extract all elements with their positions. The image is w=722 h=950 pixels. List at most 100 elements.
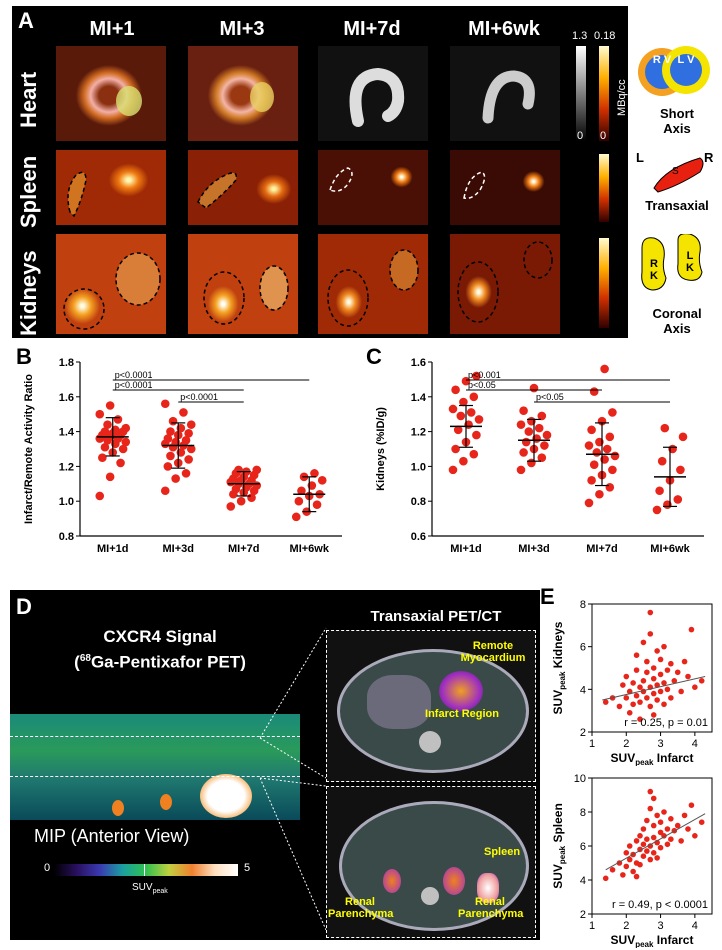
e1-y-tick-label: 4 <box>580 684 586 696</box>
spleen-shape-icon <box>653 157 704 193</box>
c-data-point <box>537 411 547 421</box>
e2-data-point <box>633 838 640 844</box>
b-data-point <box>103 420 112 429</box>
c-y-tick-label: 1.0 <box>411 461 426 473</box>
b-y-tick-label: 0.8 <box>59 531 74 543</box>
annotation-spleen: Spleen <box>484 846 521 858</box>
b-y-tick-label: 1.0 <box>59 496 74 508</box>
e2-x-axis-label: SUVpeak Infarct <box>611 933 694 948</box>
c-data-point <box>660 423 670 433</box>
b-data-point <box>236 496 246 506</box>
c-data-point <box>584 498 594 508</box>
e1-data-point <box>633 692 640 699</box>
e1-data-point <box>661 680 667 686</box>
e1-data-point <box>692 684 698 690</box>
c-data-point <box>534 423 544 433</box>
c-data-point <box>673 495 683 504</box>
c-data-point <box>608 465 617 475</box>
b-data-point <box>98 453 107 462</box>
c-data-point <box>461 376 471 386</box>
e1-data-point <box>650 665 657 671</box>
transaxial-title: Transaxial PET/CT <box>370 608 502 625</box>
row-header-spleen: Spleen <box>16 155 41 228</box>
e1-data-point <box>657 671 664 678</box>
c-significance-label: p<0.05 <box>536 392 564 402</box>
e2-data-point <box>650 850 657 856</box>
e2-x-tick-label: 2 <box>623 920 629 932</box>
c-data-point <box>584 441 594 450</box>
b-y-tick-label: 1.4 <box>59 427 75 439</box>
b-data-point <box>181 469 191 478</box>
e2-data-point <box>692 833 698 839</box>
e2-data-point <box>668 816 674 822</box>
c-data-point <box>540 441 549 450</box>
e1-x-tick-label: 1 <box>589 738 595 750</box>
b-data-point <box>166 427 175 436</box>
c-data-point <box>448 404 458 414</box>
spleen-image-mi3 <box>188 150 298 225</box>
e2-data-point <box>626 843 633 849</box>
b-data-point <box>116 458 125 468</box>
e2-data-point <box>630 868 636 875</box>
e1-data-point <box>668 660 674 667</box>
e2-data-point <box>637 833 643 839</box>
e2-data-point <box>637 861 643 868</box>
e2-data-point <box>657 819 664 825</box>
e1-y-tick-label: 6 <box>580 642 586 654</box>
c-data-point <box>595 489 604 499</box>
e1-data-point <box>681 658 688 665</box>
rk-label: R K <box>650 258 658 282</box>
b-data-point <box>160 399 170 409</box>
c-data-point <box>587 476 596 485</box>
c-x-tick-label: MI+1d <box>450 543 481 555</box>
panel-label-a: A <box>18 8 34 33</box>
e2-trend-line <box>605 813 706 871</box>
e1-data-point <box>623 695 630 701</box>
kidneys-image-mi7d <box>318 234 428 334</box>
b-data-point <box>312 500 322 509</box>
c-data-point <box>519 448 528 457</box>
lv-label: L V <box>677 54 695 66</box>
e2-data-point <box>640 853 647 859</box>
row-header-heart: Heart <box>16 71 41 128</box>
e2-y-axis-label: SUVpeak Spleen <box>551 803 567 889</box>
panel-label-c: C <box>366 344 382 369</box>
e2-data-point <box>674 822 681 829</box>
c-data-point <box>469 449 479 459</box>
panel-label-b: B <box>16 344 32 369</box>
e1-data-point <box>654 682 660 688</box>
e2-data-point <box>650 822 657 829</box>
c-data-point <box>587 425 596 435</box>
e2-data-point <box>640 841 647 848</box>
e1-data-point <box>698 678 705 684</box>
e1-data-point <box>640 639 647 646</box>
c-data-point <box>602 444 612 454</box>
e1-x-tick-label: 3 <box>658 738 664 750</box>
e1-data-point <box>661 701 667 708</box>
c-data-point <box>652 505 662 515</box>
c-significance-label: p<0.001 <box>468 370 501 380</box>
c-data-point <box>519 406 528 416</box>
spleen-s-label: S <box>672 166 679 177</box>
e1-data-point <box>671 678 678 684</box>
suv-colorbar-max: 5 <box>244 862 251 874</box>
b-data-point <box>234 465 243 475</box>
rv-label: R V <box>652 54 672 66</box>
c-x-tick-label: MI+6wk <box>650 543 690 555</box>
c-y-tick-label: 1.2 <box>411 427 426 439</box>
e2-data-point <box>623 850 630 856</box>
panel-a-image-grid: A MI+1 MI+3 MI+7d MI+6wk Heart Spleen Ki… <box>12 6 628 338</box>
b-data-point <box>294 496 304 506</box>
e2-data-point <box>657 829 664 836</box>
b-data-point <box>181 436 191 445</box>
e2-data-point <box>650 834 657 841</box>
c-data-point <box>610 451 620 461</box>
b-data-point <box>226 502 236 511</box>
c-data-point <box>516 465 526 475</box>
e2-x-tick-label: 3 <box>658 920 664 932</box>
e1-y-tick-label: 8 <box>580 599 586 611</box>
e1-data-point <box>616 703 623 710</box>
e2-data-point <box>664 826 671 832</box>
b-data-point <box>160 486 170 496</box>
